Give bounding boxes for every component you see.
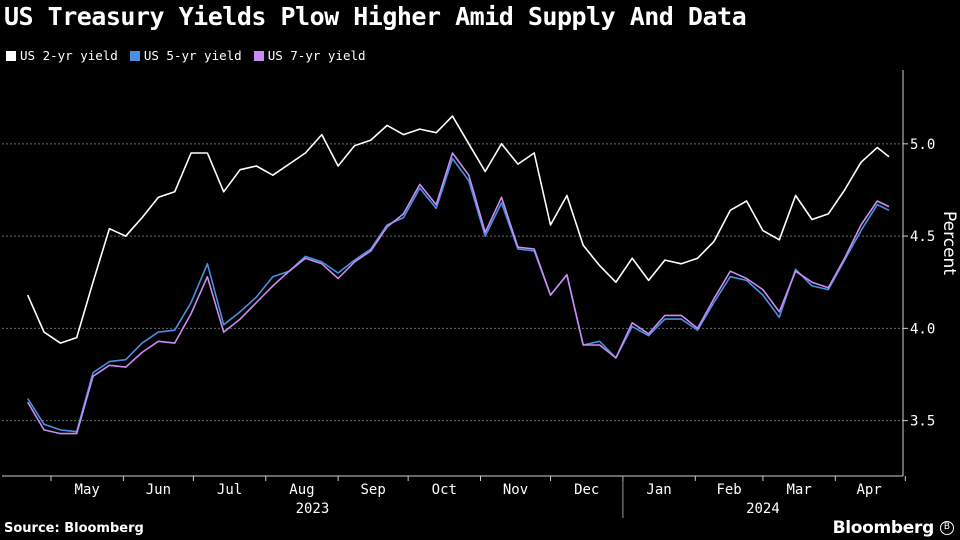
legend-swatch-5yr (129, 50, 140, 61)
legend-swatch-2yr (6, 50, 16, 61)
x-tick-label: Apr (857, 482, 882, 498)
year-label-2024: 2024 (746, 501, 780, 517)
chart-title: US Treasury Yields Plow Higher Amid Supp… (4, 2, 747, 31)
legend-label-7yr: US 7-yr yield (267, 48, 366, 63)
x-tick-label: Jun (146, 482, 171, 498)
y-tick-label: 4.5 (910, 229, 935, 245)
x-tick-label: Nov (503, 482, 528, 498)
x-tick-label: Jul (217, 482, 242, 498)
x-tick-label: Dec (574, 482, 599, 498)
x-tick-label: May (75, 482, 100, 498)
legend-item-7yr: US 7-yr yield (253, 48, 366, 63)
y-tick-label: 5.0 (910, 137, 935, 153)
x-tick-label: Jan (646, 482, 671, 498)
x-tick-label: Feb (716, 482, 741, 498)
x-tick-label: Mar (786, 482, 811, 498)
legend-item-5yr: US 5-yr yield (129, 48, 242, 63)
y-tick-label: 4.0 (910, 321, 935, 337)
y-tick-label: 3.5 (910, 414, 935, 430)
x-tick-label: Sep (360, 482, 385, 498)
brand-circle-icon: B (940, 521, 954, 535)
year-label-2023: 2023 (296, 501, 330, 517)
source-note: Source: Bloomberg (4, 521, 144, 536)
legend-label-5yr: US 5-yr yield (143, 48, 242, 63)
x-tick-label: Aug (289, 482, 314, 498)
legend-label-2yr: US 2-yr yield (20, 48, 118, 63)
y-axis-label: Percent (939, 211, 959, 275)
line-7yr-yield (27, 152, 890, 435)
x-tick-label: Oct (432, 482, 457, 498)
legend-swatch-7yr (253, 50, 264, 61)
legend-item-2yr: US 2-yr yield (6, 48, 118, 63)
chart-legend: US 2-yr yield US 5-yr yield US 7-yr yiel… (6, 48, 366, 63)
brand-logo-text: Bloomberg (832, 518, 935, 538)
line-2yr-yield (26, 115, 890, 344)
line-5yr-yield (27, 157, 890, 433)
